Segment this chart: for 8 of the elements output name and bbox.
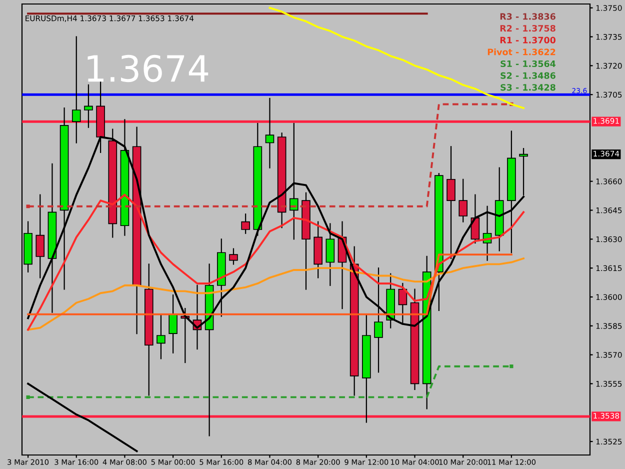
annotation: 1.3674: [88, 54, 208, 82]
annotation: Pivot - 1.3622: [488, 48, 556, 56]
annotation: R1 - 1.3700: [500, 36, 556, 44]
annotation: R2 - 1.3758: [500, 24, 556, 32]
annotation: S3 - 1.3428: [500, 84, 556, 91]
annotation: R3 - 1.3836: [500, 13, 556, 20]
annotation: S2 - 1.3486: [500, 72, 556, 79]
annotation: S1 - 1.3564: [500, 60, 556, 68]
